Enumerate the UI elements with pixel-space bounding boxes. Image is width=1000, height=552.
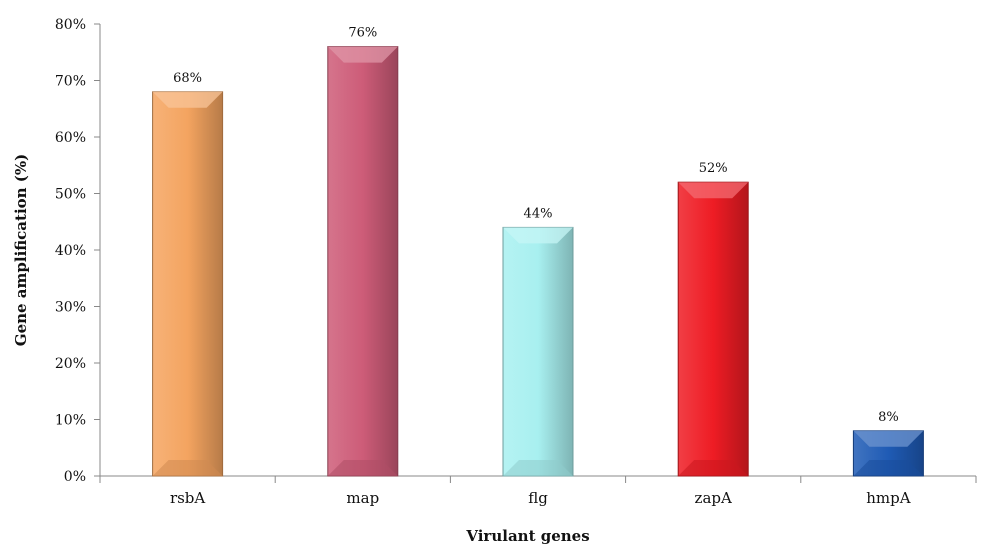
y-tick-label: 40%: [55, 243, 86, 259]
bar-top-bevel: [503, 227, 573, 244]
y-tick-label: 60%: [55, 130, 86, 146]
y-axis-title: Gene amplification (%): [12, 154, 30, 346]
y-tick-label: 20%: [55, 356, 86, 372]
x-tick-label: zapA: [695, 489, 732, 507]
bar-map: [327, 46, 399, 477]
bar-bottom-bevel: [503, 460, 573, 476]
y-tick-label: 80%: [55, 17, 86, 33]
y-tick-label: 10%: [55, 413, 86, 429]
bars: 68% rsbA 76% map 44% flg 52% zapA 8% hmpA: [152, 26, 924, 507]
y-tick-label: 70%: [55, 74, 86, 90]
data-label: 52%: [699, 161, 728, 176]
bar-top-bevel: [678, 182, 749, 199]
y-tick-label: 30%: [55, 300, 86, 316]
bar-bottom-bevel: [327, 460, 398, 476]
y-tick-label: 50%: [55, 187, 86, 203]
data-label: 44%: [524, 206, 553, 221]
data-label: 76%: [348, 26, 377, 41]
y-axis-ticks: 0% 10% 20% 30% 40% 50% 60% 70% 80%: [55, 17, 100, 485]
data-label: 68%: [173, 71, 202, 86]
bar-zapA: [677, 181, 749, 477]
x-tick-label: hmpA: [866, 489, 910, 507]
bar-top-bevel: [152, 91, 223, 108]
bar-bottom-bevel: [678, 460, 749, 476]
x-tick-label: map: [346, 489, 379, 507]
x-tick-label: flg: [528, 489, 548, 507]
bar-flg: [502, 226, 574, 477]
bar-rsbA: [152, 91, 224, 477]
x-axis-ticks: [99, 476, 977, 483]
bar-top-bevel: [853, 430, 924, 447]
bar-bottom-bevel: [853, 460, 924, 476]
x-axis-title: Virulant genes: [465, 527, 589, 545]
bar-bottom-bevel: [152, 460, 223, 476]
bar-top-bevel: [327, 46, 398, 63]
y-tick-label: 0%: [64, 469, 86, 485]
data-label: 8%: [878, 410, 899, 425]
x-tick-label: rsbA: [170, 489, 205, 507]
